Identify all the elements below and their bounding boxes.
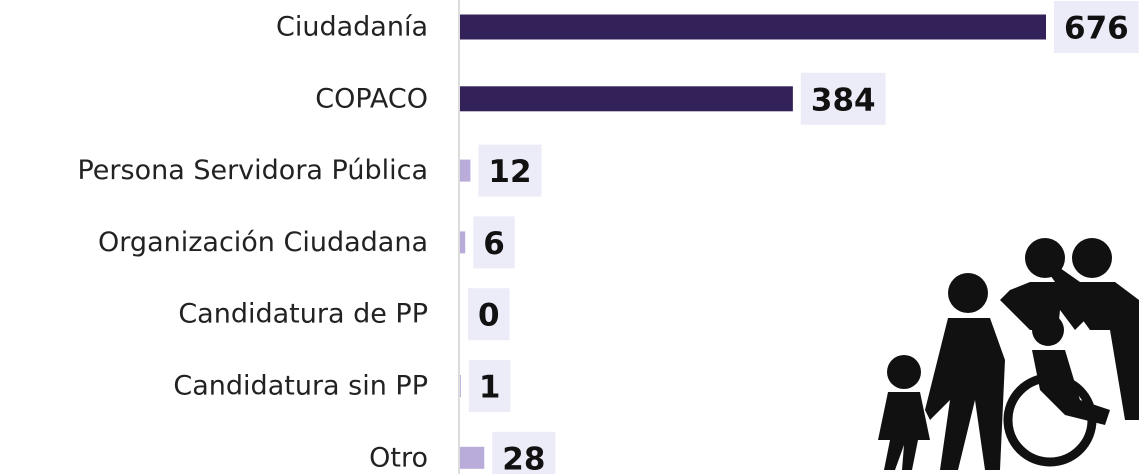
- category-label: COPACO: [315, 83, 428, 114]
- category-label: Otro: [369, 442, 428, 473]
- value-label-box: [473, 216, 515, 269]
- bar: [460, 446, 485, 469]
- value-label-box: [468, 360, 511, 412]
- value-label: 1: [479, 370, 501, 406]
- category-label: Candidatura de PP: [178, 299, 428, 330]
- bar: [460, 231, 466, 254]
- value-label: 28: [502, 441, 545, 474]
- value-label: 12: [488, 154, 531, 190]
- value-label: 0: [478, 298, 500, 334]
- bar: [460, 159, 471, 182]
- category-label: Ciudadanía: [276, 12, 428, 43]
- value-label-box: [1054, 1, 1139, 53]
- value-label: 676: [1064, 11, 1129, 47]
- value-label-box: [800, 72, 886, 125]
- bar: [460, 375, 461, 397]
- family-icon: [878, 238, 1139, 470]
- value-label-box: [492, 431, 556, 474]
- bar: [460, 86, 793, 112]
- category-label: Candidatura sin PP: [173, 371, 428, 402]
- value-label: 6: [483, 226, 505, 262]
- category-label: Organización Ciudadana: [98, 227, 428, 258]
- value-label-box: [478, 144, 542, 197]
- category-label: Persona Servidora Pública: [77, 155, 428, 186]
- bar: [460, 14, 1046, 40]
- value-label-box: [468, 288, 510, 341]
- value-label: 384: [811, 82, 876, 118]
